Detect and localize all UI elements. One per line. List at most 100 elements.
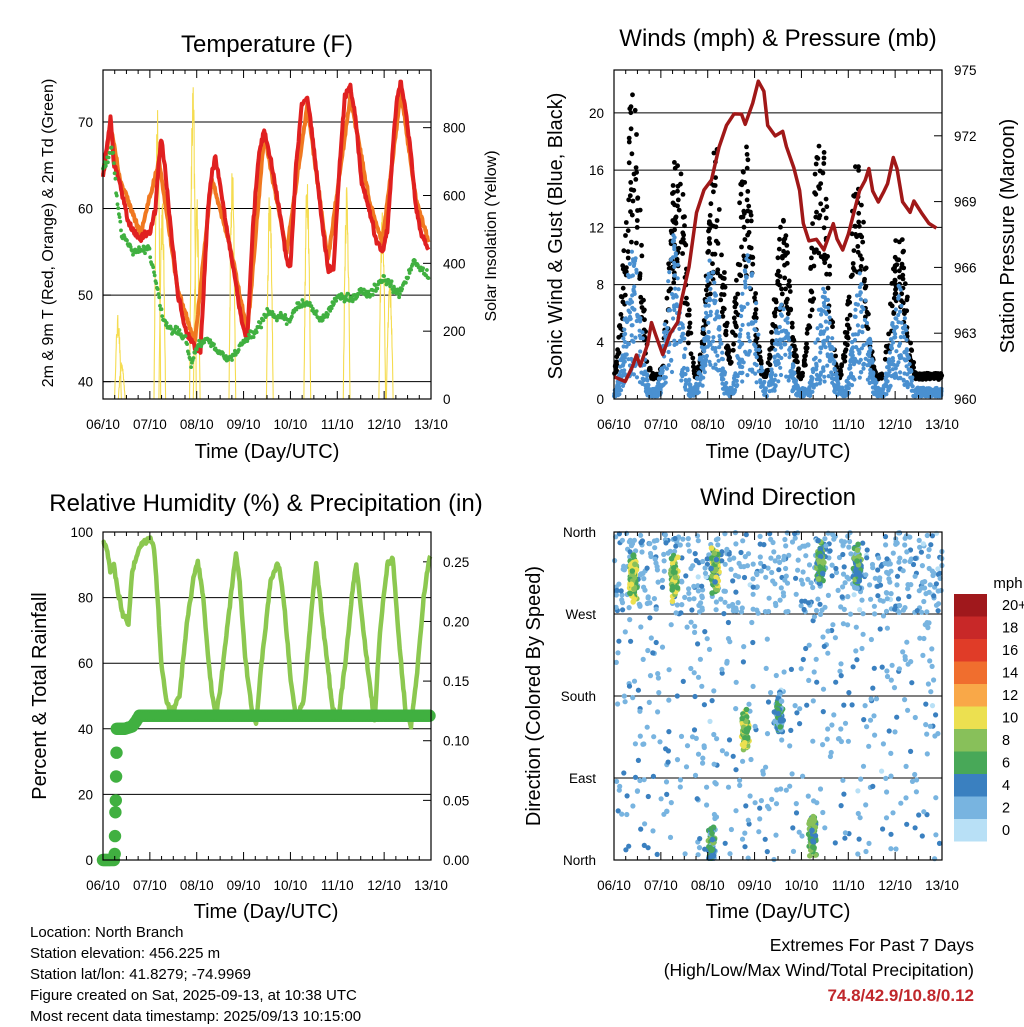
wind-direction-point	[737, 778, 742, 783]
wind-point	[859, 291, 863, 295]
wind-direction-point	[748, 793, 753, 798]
wind-point	[709, 313, 713, 317]
temperature-ylabel: 2m & 9m T (Red, Orange) & 2m Td (Green)	[40, 79, 57, 388]
wind-point	[702, 337, 706, 341]
wind-point	[768, 380, 772, 384]
wind-direction-point	[660, 645, 665, 650]
wind-direction-point	[880, 826, 885, 831]
wind-direction-point	[840, 552, 845, 557]
gust-point	[731, 330, 736, 335]
gust-point	[856, 220, 861, 225]
precipitation-point	[109, 830, 121, 842]
wind-point	[701, 376, 705, 380]
wind-point	[704, 315, 708, 319]
wind-point	[744, 352, 748, 356]
wind-point	[632, 285, 636, 289]
gust-point	[628, 110, 633, 115]
wind-direction-point	[692, 624, 697, 629]
wind-point	[684, 382, 688, 386]
wind-direction-point	[655, 671, 660, 676]
wind-direction-point	[724, 661, 729, 666]
wind-direction-point	[866, 744, 871, 749]
wind-direction-point	[692, 727, 697, 732]
gust-point	[767, 347, 772, 352]
wind-direction-point	[870, 562, 875, 567]
wind-direction-point	[645, 725, 650, 730]
wind-direction-point	[923, 722, 928, 727]
wind-direction-point	[733, 573, 738, 578]
gust-point	[790, 321, 795, 326]
wind-direction-point	[872, 666, 877, 671]
wind-direction-point	[756, 611, 761, 616]
wind-point	[780, 314, 784, 318]
wind-direction-point	[884, 789, 889, 794]
wind-direction-point	[649, 635, 654, 640]
wind-direction-point	[663, 532, 668, 537]
gust-point	[708, 213, 713, 218]
wind-direction-point	[927, 547, 932, 552]
wind-point	[782, 342, 786, 346]
gust-point	[674, 215, 679, 220]
wind-direction-point	[855, 851, 860, 856]
wind-point	[792, 377, 796, 381]
wind-direction-point	[930, 664, 935, 669]
gust-point	[631, 199, 636, 204]
wind-direction-point	[753, 724, 758, 729]
gust-point	[745, 166, 750, 171]
gust-point	[809, 246, 814, 251]
wind-direction-point	[857, 578, 863, 584]
wind-point	[725, 386, 729, 390]
wind-direction-point	[797, 830, 802, 835]
wind-direction-point	[822, 536, 827, 541]
wind-point	[903, 350, 907, 354]
wind-direction-point	[778, 724, 784, 730]
gust-point	[635, 225, 640, 230]
wind-point	[628, 315, 632, 319]
gust-point	[856, 211, 861, 216]
wind-direction-point	[654, 640, 659, 645]
precipitation-point	[110, 747, 122, 759]
gust-point	[796, 366, 801, 371]
wind-point	[903, 357, 907, 361]
wind-point	[714, 346, 718, 350]
wind-point	[902, 335, 906, 339]
wind-direction-point	[778, 598, 783, 603]
humidity-ylabel: Percent & Total Rainfall	[29, 592, 51, 800]
gust-point	[893, 255, 898, 260]
dewpoint-point	[230, 358, 234, 362]
wind-point	[708, 298, 712, 302]
wind-direction-point	[788, 728, 793, 733]
wind-direction-point	[796, 558, 801, 563]
wind-point	[761, 384, 765, 388]
wind-direction-point	[838, 726, 843, 731]
wind-point	[825, 327, 829, 331]
wind-point	[635, 375, 639, 379]
wind-direction-point	[790, 539, 795, 544]
gust-point	[848, 313, 853, 318]
solar-insolation-spike	[115, 315, 122, 399]
wind-direction-point	[641, 657, 646, 662]
wind-direction-point	[836, 588, 841, 593]
gust-point	[936, 377, 941, 382]
wind-direction-point	[773, 833, 778, 838]
wind-direction-point	[782, 669, 787, 674]
gust-point	[805, 331, 810, 336]
y-tick-label: 40	[78, 722, 93, 737]
y-right-tick-label: 0.00	[443, 853, 469, 868]
wind-point	[824, 320, 828, 324]
dewpoint-point	[169, 327, 173, 331]
wind-direction-point	[765, 637, 770, 642]
wind-direction-point	[781, 590, 786, 595]
wind-direction-point	[762, 564, 767, 569]
wind-direction-point	[742, 844, 747, 849]
gust-point	[705, 250, 710, 255]
wind-direction-point	[699, 584, 704, 589]
x-tick-label: 07/10	[133, 878, 167, 893]
wind-point	[713, 350, 717, 354]
y-right-tick-label: 800	[443, 121, 466, 136]
gust-point	[765, 368, 770, 373]
wind-direction-point	[727, 557, 732, 562]
wind-point	[739, 328, 743, 332]
wind-point	[818, 350, 822, 354]
